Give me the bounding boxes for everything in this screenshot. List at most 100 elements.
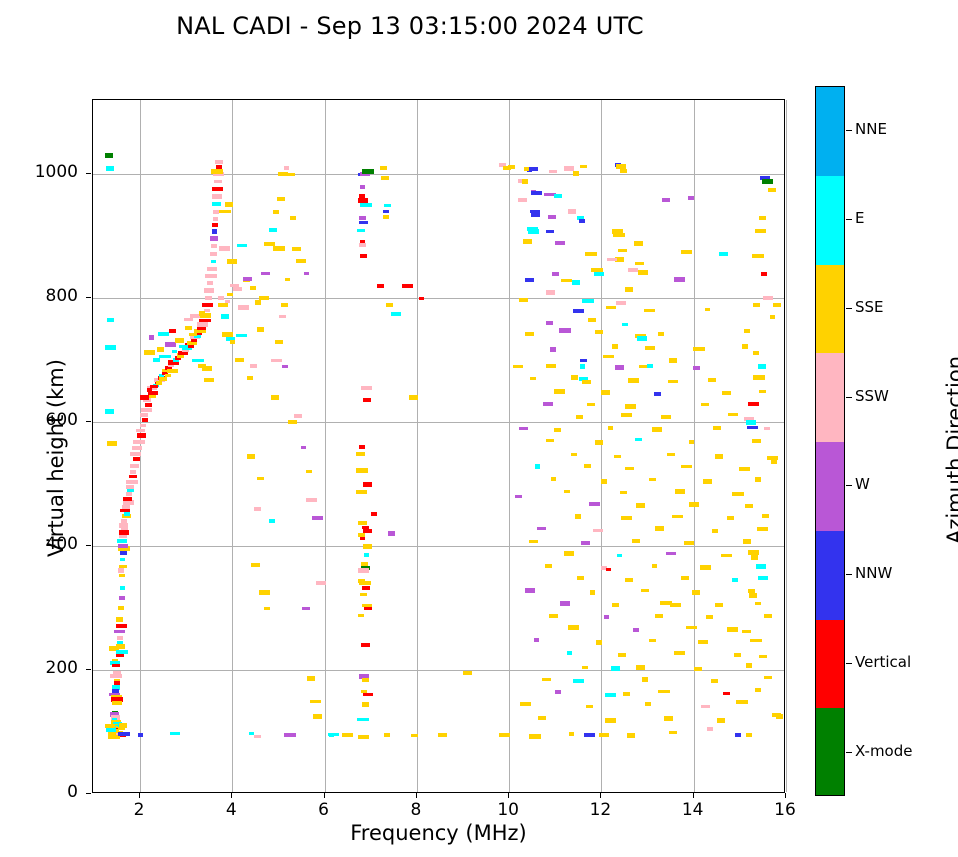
echo-point xyxy=(157,346,165,352)
echo-point xyxy=(301,445,307,449)
y-tick-label: 800 xyxy=(45,286,78,307)
echo-point xyxy=(553,388,565,394)
echo-point xyxy=(755,563,766,569)
echo-point xyxy=(566,650,572,655)
colorbar-tick xyxy=(846,130,852,132)
echo-point xyxy=(636,664,646,670)
echo-point xyxy=(236,334,248,337)
gridline-vertical xyxy=(786,100,787,792)
echo-point xyxy=(360,203,373,208)
echo-point xyxy=(692,365,700,370)
echo-point xyxy=(692,590,700,596)
echo-point xyxy=(584,463,592,468)
echo-point xyxy=(633,627,639,632)
x-tick-mark xyxy=(323,793,325,798)
echo-point xyxy=(215,160,224,164)
echo-point xyxy=(746,733,753,738)
echo-point xyxy=(364,606,372,610)
echo-point xyxy=(358,578,365,583)
echo-point xyxy=(581,299,594,304)
echo-point xyxy=(129,469,136,474)
echo-point xyxy=(358,193,365,199)
echo-point xyxy=(708,378,717,383)
echo-point xyxy=(261,272,271,275)
echo-point xyxy=(572,280,581,286)
echo-point xyxy=(141,417,148,422)
echo-point xyxy=(359,239,365,243)
echo-point xyxy=(388,531,395,537)
echo-point xyxy=(498,163,506,168)
echo-point xyxy=(669,357,677,363)
echo-point xyxy=(571,375,579,381)
echo-point xyxy=(115,735,121,739)
echo-point xyxy=(551,271,559,276)
echo-point xyxy=(608,426,614,431)
echo-point xyxy=(748,401,760,406)
echo-point xyxy=(197,321,209,327)
echo-point xyxy=(766,456,778,461)
echo-point xyxy=(620,169,628,174)
echo-point xyxy=(342,732,354,737)
echo-point xyxy=(553,194,562,198)
echo-point xyxy=(545,439,554,443)
echo-point xyxy=(122,504,131,509)
echo-point xyxy=(530,377,537,381)
echo-point xyxy=(596,639,603,645)
echo-point xyxy=(312,516,324,521)
colorbar-label-ssw: SSW xyxy=(855,386,889,405)
echo-point xyxy=(575,415,583,420)
echo-point xyxy=(166,369,178,374)
echo-point xyxy=(357,614,364,617)
echo-point xyxy=(132,446,143,451)
echo-point xyxy=(125,484,134,489)
echo-point xyxy=(295,259,306,264)
y-tick-label: 400 xyxy=(45,534,78,555)
echo-point xyxy=(570,452,577,456)
echo-point xyxy=(362,481,372,487)
echo-point xyxy=(618,652,627,657)
echo-point xyxy=(651,427,662,433)
echo-point xyxy=(760,271,767,276)
x-tick-label: 14 xyxy=(681,800,704,820)
echo-point xyxy=(419,296,424,300)
y-axis-label: Virtual height (km) xyxy=(44,359,68,557)
echo-point xyxy=(104,345,116,351)
echo-point xyxy=(680,576,689,581)
echo-point xyxy=(644,345,655,350)
echo-point xyxy=(377,283,385,288)
echo-point xyxy=(106,318,114,322)
echo-point xyxy=(554,689,561,694)
echo-point xyxy=(545,229,554,233)
echo-point xyxy=(600,565,607,570)
echo-point xyxy=(358,735,370,739)
echo-point xyxy=(124,511,131,516)
y-tick-mark xyxy=(86,297,91,299)
echo-point xyxy=(363,693,373,697)
echo-point xyxy=(305,470,312,474)
echo-point xyxy=(204,288,215,294)
echo-point xyxy=(528,539,538,543)
echo-point xyxy=(638,364,648,368)
echo-point xyxy=(140,394,150,400)
echo-point xyxy=(194,328,206,333)
echo-point xyxy=(361,678,369,682)
echo-point xyxy=(254,734,262,738)
echo-point xyxy=(270,394,279,400)
echo-point xyxy=(199,310,206,316)
echo-point xyxy=(359,537,365,541)
echo-point xyxy=(741,344,748,350)
echo-point xyxy=(193,333,201,338)
echo-point xyxy=(561,279,573,283)
echo-point xyxy=(559,600,570,606)
echo-point xyxy=(362,529,372,534)
echo-point xyxy=(625,578,634,583)
echo-point xyxy=(133,440,146,444)
echo-point xyxy=(361,690,368,694)
echo-point xyxy=(118,564,127,568)
colorbar-segment-w xyxy=(816,442,844,532)
colorbar-tick xyxy=(846,396,852,398)
colorbar-segment-nne xyxy=(816,87,844,177)
echo-point xyxy=(177,350,188,355)
echo-point xyxy=(752,302,760,307)
echo-point xyxy=(358,568,370,574)
